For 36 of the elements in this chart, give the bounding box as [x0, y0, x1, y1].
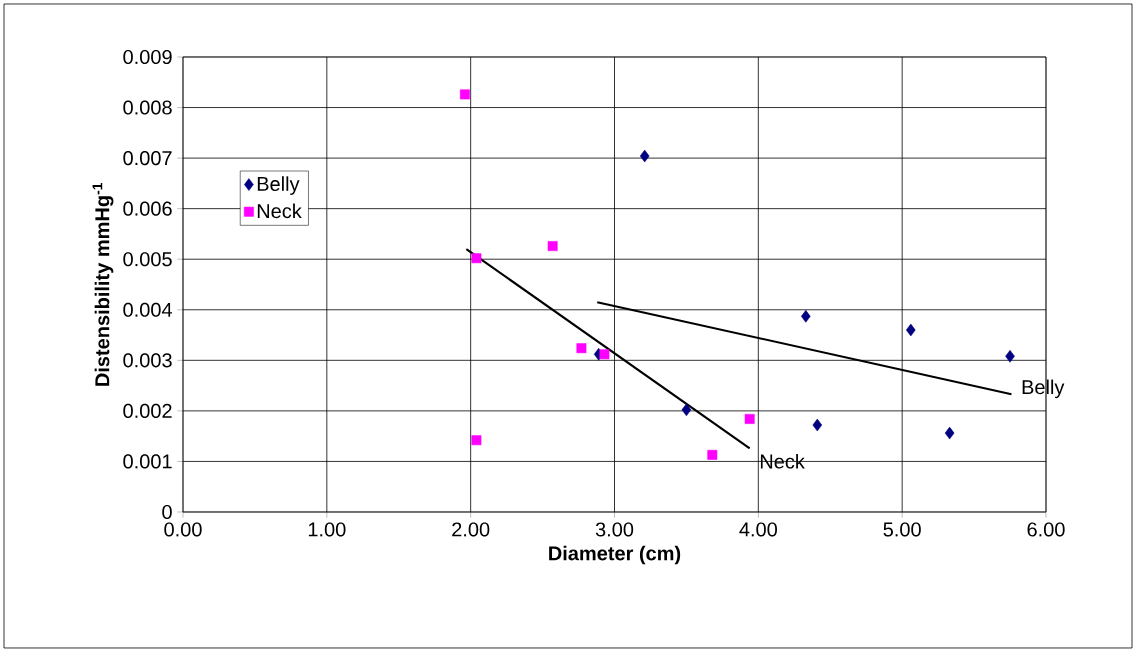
- y-tick-label: 0.008: [123, 100, 172, 115]
- point: [599, 349, 610, 360]
- point: [906, 323, 916, 337]
- point: [812, 418, 823, 432]
- point: [459, 89, 470, 100]
- legend-label: Belly: [257, 176, 300, 195]
- point: [744, 414, 755, 424]
- legend-label: Neck: [257, 203, 302, 219]
- x-tick-label: 3.00: [595, 522, 634, 537]
- y-tick-label: 0.004: [123, 302, 173, 317]
- x-axis-title: Diameter (cm): [549, 545, 681, 565]
- point: [471, 435, 482, 446]
- point: [944, 426, 955, 440]
- x-tick-label: 0.00: [164, 522, 202, 537]
- point: [681, 403, 692, 417]
- y-tick-label: 0.007: [123, 151, 172, 166]
- point: [471, 253, 482, 264]
- y-tick-label: 0.006: [123, 201, 172, 216]
- point: [1005, 350, 1015, 363]
- x-tick-label: 4.00: [739, 522, 777, 537]
- y-tick-label: 0.005: [123, 252, 172, 267]
- point: [801, 310, 811, 323]
- y-tick-label: 0.003: [123, 353, 172, 368]
- x-tick-label: 5.00: [883, 522, 921, 537]
- x-tick-label: 6.00: [1027, 522, 1065, 537]
- y-tick-label: 0.001: [123, 454, 172, 469]
- y-tick-label: 0.009: [123, 49, 172, 65]
- y-axis-title: Distensibility mmHg$^{-1}$: [92, 182, 114, 386]
- y-tick-label: 0: [162, 504, 172, 520]
- point: [639, 149, 650, 163]
- x-tick-label: 2.00: [452, 522, 490, 537]
- point: [576, 343, 587, 354]
- x-tick-label: 1.00: [308, 522, 346, 537]
- point: [547, 241, 558, 251]
- point: [707, 449, 718, 460]
- y-tick-label: 0.002: [123, 403, 172, 418]
